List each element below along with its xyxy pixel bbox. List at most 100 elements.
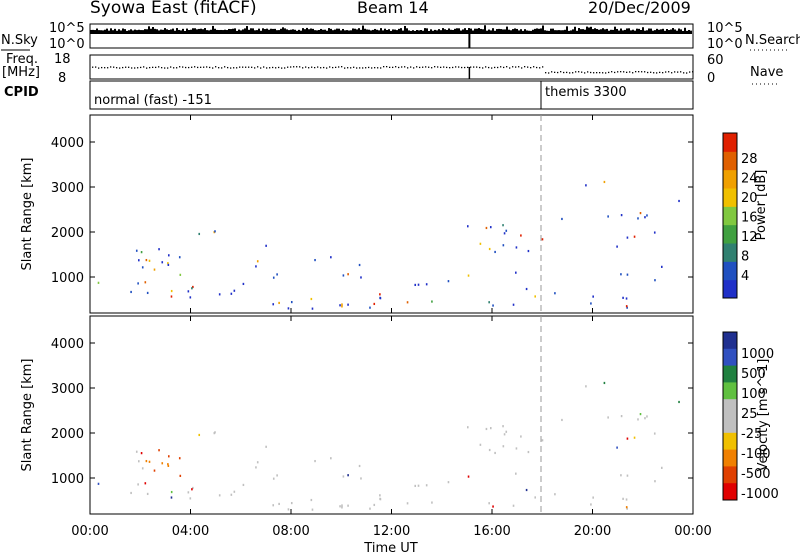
velocity-cell: [505, 430, 508, 433]
ytick-label: 3000: [51, 382, 84, 397]
velocity-cell: [145, 459, 148, 463]
velocity-cell: [130, 491, 132, 495]
freq-point: [146, 67, 148, 69]
velocity-cell: [379, 494, 381, 497]
freq-point: [659, 71, 661, 74]
power-cell: [637, 217, 639, 220]
colorbar-tick-label: -500: [741, 467, 771, 482]
freq-point: [254, 67, 256, 69]
colorbar-tick-label: 500: [741, 367, 766, 382]
freq-point: [575, 71, 577, 73]
velocity-cell: [379, 498, 382, 501]
freq-point: [332, 66, 334, 69]
velocity-cell: [527, 450, 530, 454]
power-cell: [678, 199, 680, 203]
freq-point: [653, 72, 655, 74]
freq-point: [350, 67, 352, 69]
colorbar-segment: [723, 466, 737, 484]
colorbar-segment: [723, 243, 737, 262]
freq-point: [368, 66, 370, 69]
freq-point: [620, 71, 622, 73]
freq-point: [143, 66, 145, 68]
velocity-cell: [189, 497, 192, 500]
freq-point: [431, 67, 433, 69]
freq-point: [461, 66, 463, 69]
freq-point: [191, 66, 193, 68]
station-title: Syowa East (fitACF): [90, 0, 257, 18]
freq-point: [137, 67, 139, 69]
power-cell: [138, 259, 140, 262]
velocity-cell: [347, 474, 349, 477]
power-cell: [170, 289, 173, 293]
freq-point: [233, 67, 235, 69]
freq-point: [269, 67, 271, 69]
ytick-label: 4000: [51, 337, 84, 352]
freq-point: [329, 66, 331, 68]
freq-point: [359, 67, 361, 69]
freq-point: [662, 72, 664, 74]
freq-point: [542, 66, 544, 68]
freq-point: [584, 72, 586, 74]
velocity-cell: [278, 502, 280, 506]
ytick-label: 1000: [51, 472, 84, 487]
freq-point: [335, 66, 337, 69]
xtick-label: 12:00: [373, 524, 410, 539]
colorbar-segment: [723, 449, 737, 467]
freq-point: [485, 66, 487, 68]
freq-point: [539, 67, 541, 69]
freq-point: [599, 71, 601, 74]
power-cell: [527, 249, 530, 253]
freq-point: [533, 66, 535, 68]
power-cell: [616, 245, 618, 248]
freq-point: [455, 66, 457, 68]
freq-point: [296, 66, 298, 68]
power-cell: [466, 225, 469, 228]
freq-point: [302, 67, 304, 69]
velocity-cell: [625, 506, 628, 509]
velocity-cell: [466, 426, 469, 429]
freq-point: [389, 66, 391, 69]
power-cell: [242, 282, 245, 286]
velocity-cell: [179, 474, 182, 477]
nsearch-label: N.Search: [745, 33, 800, 48]
freq-point: [611, 71, 613, 73]
power-cell: [541, 238, 544, 241]
freq-point: [152, 66, 154, 68]
velocity-cell: [339, 505, 341, 508]
freq-point: [251, 66, 253, 68]
velocity-heatmap: [97, 381, 680, 511]
colorbar-segment: [723, 133, 737, 152]
power-cell: [230, 292, 233, 295]
power-cell: [626, 236, 629, 239]
velocity-cell: [607, 416, 609, 419]
power-cell: [167, 263, 170, 266]
colorbar-frame: [722, 331, 738, 501]
freq-series: [92, 66, 694, 79]
freq-point: [641, 71, 643, 73]
freq-point: [209, 66, 211, 69]
power-cell: [272, 276, 275, 279]
freq-point: [371, 67, 373, 69]
time-axis: 00:00 04:00 08:00 12:00 16:00 20:00 00:00: [71, 115, 712, 539]
velocity-cell: [639, 412, 642, 416]
velocity-cell: [272, 504, 275, 507]
colorbar-tick-label: -1000: [741, 487, 779, 502]
freq-point: [230, 67, 232, 69]
velocity-cell: [373, 503, 376, 507]
freq-point: [425, 66, 427, 68]
velocity-cell: [653, 432, 656, 435]
freq-point: [479, 66, 481, 69]
freq-point: [158, 66, 160, 68]
freq-point: [104, 67, 106, 69]
velocity-cell: [233, 490, 236, 493]
freq-point: [680, 71, 682, 73]
freq-point: [563, 71, 565, 74]
power-cell: [314, 258, 316, 262]
velocity-colorbar-label: Velocity [m s^-1]: [756, 359, 771, 472]
velocity-cell: [561, 418, 563, 422]
colorbar-segment: [723, 382, 737, 400]
colorbar-tick-label: 28: [741, 152, 758, 167]
colorbar-tick-label: 4: [741, 269, 749, 284]
power-cell: [417, 283, 420, 286]
velocity-cell: [230, 493, 233, 496]
